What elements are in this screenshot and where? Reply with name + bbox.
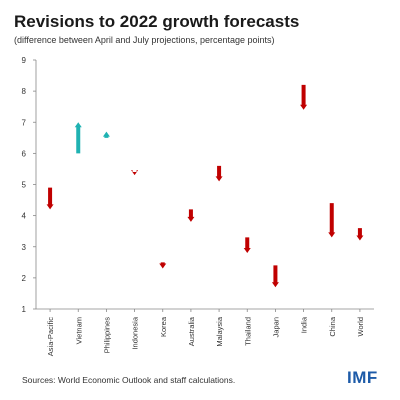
category-label: Indonesia bbox=[131, 316, 140, 349]
arrow-asia-pacific bbox=[46, 187, 54, 210]
category-label: Philippines bbox=[102, 317, 111, 354]
y-tick-label: 4 bbox=[22, 212, 27, 221]
arrow-malaysia bbox=[215, 165, 223, 182]
y-tick-label: 6 bbox=[22, 149, 27, 158]
source-note: Sources: World Economic Outlook and staf… bbox=[22, 375, 236, 385]
y-tick-label: 1 bbox=[22, 305, 27, 314]
category-label: Australia bbox=[187, 316, 196, 346]
y-tick-label: 7 bbox=[22, 118, 27, 127]
y-tick-label: 3 bbox=[22, 243, 27, 252]
arrow-australia bbox=[187, 209, 195, 222]
category-label: India bbox=[300, 316, 309, 333]
arrow-china bbox=[328, 203, 336, 238]
chart-subtitle: (difference between April and July proje… bbox=[14, 35, 275, 45]
arrow-japan bbox=[271, 265, 279, 288]
y-tick-label: 5 bbox=[22, 181, 27, 190]
chart-title: Revisions to 2022 growth forecasts bbox=[14, 12, 300, 31]
category-label: Vietnam bbox=[74, 317, 83, 344]
arrow-vietnam bbox=[74, 122, 82, 154]
category-label: China bbox=[328, 316, 337, 336]
arrow-korea bbox=[159, 262, 167, 269]
category-label: World bbox=[356, 317, 365, 336]
category-label: Japan bbox=[271, 317, 280, 337]
arrow-philippines bbox=[102, 131, 110, 138]
imf-logo: IMF bbox=[347, 368, 378, 387]
y-tick-label: 8 bbox=[22, 87, 27, 96]
y-tick-label: 9 bbox=[22, 56, 27, 65]
category-label: Asia-Pacific bbox=[46, 317, 55, 356]
arrow-world bbox=[356, 228, 364, 241]
y-tick-label: 2 bbox=[22, 274, 27, 283]
category-label: Thailand bbox=[243, 317, 252, 346]
arrow-indonesia bbox=[131, 170, 139, 176]
category-label: Malaysia bbox=[215, 316, 224, 346]
category-label: Korea bbox=[159, 316, 168, 337]
arrow-india bbox=[300, 84, 308, 110]
arrow-thailand bbox=[243, 237, 251, 253]
